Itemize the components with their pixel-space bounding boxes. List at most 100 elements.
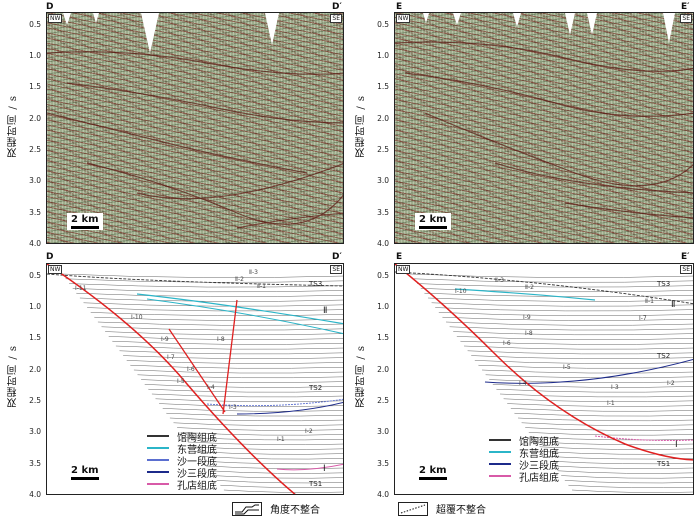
section-start-bottom-left: D [46, 252, 54, 262]
horizon-line [155, 398, 343, 403]
label-i8-left: Ⅰ-8 [217, 336, 225, 343]
y-axis-title-bottom-right: 双程时间 / s [356, 345, 367, 408]
legend-swatch [147, 471, 169, 473]
label-ii2-left: Ⅱ-2 [235, 276, 244, 283]
direction-se-top-left: SE [330, 14, 342, 23]
label-i10-left: Ⅰ-10 [131, 314, 143, 321]
y-ticks-top-left: 0.5 1.0 1.5 2.0 2.5 3.0 3.5 4.0 [20, 12, 44, 248]
horizon-line [115, 345, 343, 350]
horizon-line [550, 460, 693, 465]
horizon-line [141, 379, 343, 383]
horizon-line [123, 355, 343, 360]
section-start-top-left: D [46, 2, 54, 12]
section-end-bottom-right: E′ [681, 252, 690, 262]
scale-bar-top-left: 2 km [67, 213, 103, 230]
formation-legend-left: 馆陶组底 东营组底 沙一段底 沙三段底 孔店组底 [147, 430, 217, 492]
direction-se-top-right: SE [680, 14, 692, 23]
horizon-line [202, 460, 343, 465]
horizon-line [420, 288, 693, 293]
horizon-line [87, 307, 343, 312]
horizon-line [187, 441, 343, 446]
scale-bar-bottom-right: 2 km [415, 464, 451, 481]
y-tick-label: 2.0 [29, 113, 41, 123]
y-tick-label: 2.0 [29, 364, 41, 374]
overlap-unconformity-label: 超覆不整合 [436, 505, 486, 516]
legend-item: 沙三段底 [147, 466, 217, 480]
label-ii3-left: Ⅱ-3 [249, 269, 258, 276]
label-ts3-right: TS3 [657, 280, 671, 288]
label-i4-left: Ⅰ-4 [207, 384, 215, 391]
scale-bar-line [419, 226, 447, 229]
legend-swatch [489, 439, 511, 441]
y-tick-label: 2.5 [29, 395, 41, 405]
horizon-line [144, 384, 343, 388]
horizon-line [445, 321, 693, 326]
y-tick-label: 2.5 [377, 395, 389, 405]
legend-label: 沙一段底 [177, 456, 217, 468]
horizon-line [213, 475, 343, 479]
horizon-line [101, 326, 343, 331]
horizon-line [162, 408, 343, 412]
label-ts1-left: TS1 [309, 480, 323, 488]
label-i6-left: Ⅰ-6 [187, 366, 195, 373]
label-ts3-left: TS3 [309, 280, 323, 288]
legend-angular-unconformity: 角度不整合 [232, 501, 320, 516]
legend-swatch [489, 451, 511, 453]
y-tick-label: 3.0 [29, 427, 41, 437]
horizon-line [496, 388, 693, 393]
horizon-line [564, 480, 693, 484]
horizon-line [108, 336, 343, 340]
scale-label: 2 km [419, 214, 447, 225]
horizon-line [467, 350, 693, 355]
y-tick-label: 1.0 [377, 50, 389, 60]
y-tick-label: 3.5 [377, 458, 389, 468]
legend-item: 沙一段底 [147, 454, 217, 468]
horizon-line [571, 489, 693, 493]
horizon-line [478, 364, 693, 369]
label-i4-right: Ⅰ-4 [519, 380, 527, 387]
y-tick-label: 2.0 [377, 364, 389, 374]
direction-nw-top-right: NW [396, 14, 411, 23]
horizon-line [557, 470, 693, 474]
horizon-line [442, 316, 693, 321]
section-end-top-right: E′ [681, 2, 690, 12]
scale-label: 2 km [71, 465, 99, 476]
horizon-line [543, 451, 693, 455]
horizon-line [169, 417, 343, 422]
horizon-line [510, 408, 693, 412]
main-fault-left [47, 264, 296, 494]
horizon-line [166, 412, 343, 417]
horizon-line [438, 312, 693, 317]
horizon-line [528, 432, 693, 436]
fault-left-1 [168, 328, 226, 413]
seismic-panel-left: NW SE 2 km [46, 12, 344, 244]
horizon-line [507, 403, 693, 407]
horizon-line [521, 422, 693, 426]
horizon-line [191, 446, 343, 450]
y-axis-title-bottom-left: 双程时间 / s [8, 345, 19, 408]
horizon-line [83, 302, 343, 307]
seismic-reflectors-right [395, 13, 693, 219]
direction-se-bottom-left: SE [330, 265, 342, 274]
label-roman2-left: Ⅱ [323, 306, 328, 316]
y-tick-label: 0.5 [29, 270, 41, 280]
angular-unconformity-icon [232, 501, 262, 516]
angular-unconformity-label: 角度不整合 [270, 505, 320, 516]
formation-legend-right: 馆陶组底 东营组底 沙三段底 孔店组底 [489, 434, 559, 484]
horizon-line [61, 273, 343, 278]
horizon-line [517, 417, 693, 422]
fault-left-2 [222, 299, 238, 415]
horizon-line [535, 441, 693, 446]
horizon-line [223, 489, 343, 493]
section-end-bottom-left: D′ [332, 252, 342, 262]
horizon-line [180, 432, 343, 436]
section-end-top-left: D′ [332, 2, 342, 12]
legend-item: 馆陶组底 [147, 430, 217, 444]
horizon-line [130, 364, 343, 369]
legend-label: 馆陶组底 [177, 432, 217, 444]
overlap-unconformity-icon [398, 501, 428, 516]
scale-bar-line [71, 226, 99, 229]
y-tick-label: 3.5 [377, 207, 389, 217]
label-ii1-left: Ⅱ-1 [257, 283, 266, 290]
y-tick-label: 1.5 [29, 333, 41, 343]
